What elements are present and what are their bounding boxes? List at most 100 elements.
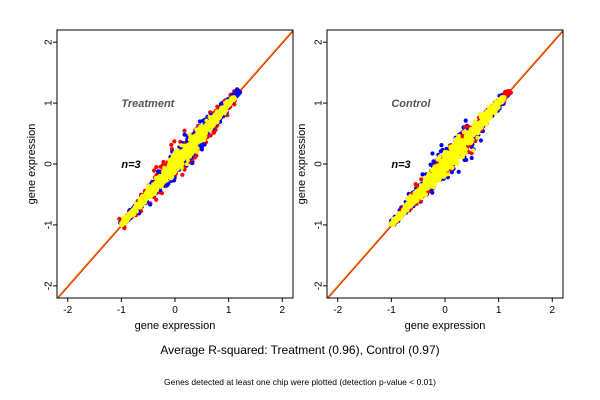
data-point-yellow [204,127,210,133]
x-tick-label: -2 [333,305,342,316]
data-point-blue [469,155,474,161]
data-point-yellow [461,130,466,135]
data-point-yellow [167,162,172,168]
data-point-yellow [459,142,464,147]
data-point-yellow [210,124,215,129]
y-tick-label: 2 [314,39,325,45]
data-point-red [192,155,197,160]
data-point-yellow [231,96,236,101]
data-point-blue [158,188,163,193]
data-point-yellow [119,221,124,226]
x-axis-label: gene expression [135,320,216,332]
data-point-red [152,168,157,173]
data-point-yellow [223,107,228,112]
y-tick-label: -1 [314,220,325,229]
data-point-yellow [177,161,182,166]
data-point-yellow [469,128,474,133]
data-point-yellow [192,141,197,146]
data-point-blue [190,160,195,166]
data-point-yellow [179,143,184,148]
data-point-blue [463,118,468,123]
data-point-red [505,92,510,97]
data-point-yellow [475,123,480,128]
data-point-yellow [445,172,450,177]
data-point-yellow [154,179,159,185]
data-point-yellow [476,130,481,136]
x-tick-label: 0 [172,305,178,316]
data-point-yellow [171,166,176,171]
data-point-yellow [460,138,465,143]
data-point-yellow [184,162,189,167]
data-point-yellow [454,143,459,148]
data-point-yellow [188,151,193,156]
data-point-yellow [455,159,460,164]
data-point-yellow [191,148,196,153]
data-point-yellow [450,165,455,170]
points-group [388,89,513,228]
y-tick-label: -1 [44,220,55,229]
data-point-yellow [444,161,449,167]
data-point-yellow [430,180,435,185]
x-tick-label: 2 [549,305,555,316]
data-point-yellow [218,110,223,115]
data-point-yellow [171,158,177,163]
data-point-yellow [199,133,204,139]
data-point-yellow [459,147,464,153]
data-point-yellow [207,123,212,128]
data-point-yellow [215,119,220,124]
data-point-yellow [148,184,153,190]
data-point-yellow [434,177,439,182]
data-point-red [211,130,217,135]
y-tick-label: -2 [314,281,325,290]
x-tick-label: -1 [387,305,396,316]
data-point-blue [156,169,161,174]
data-point-yellow [455,148,460,154]
data-point-yellow [223,102,228,107]
data-point-blue [430,151,435,156]
data-point-yellow [391,221,396,226]
data-point-yellow [200,128,205,133]
y-tick-label: 0 [314,161,325,167]
data-point-red [169,142,174,147]
data-point-yellow [475,127,480,132]
data-point-yellow [185,158,190,163]
data-point-yellow [124,217,130,222]
data-point-red [463,124,468,130]
x-tick-label: -2 [63,305,72,316]
data-point-yellow [480,112,485,117]
data-point-yellow [176,153,181,158]
data-point-yellow [401,209,406,214]
data-point-yellow [490,105,495,110]
x-tick-label: -1 [117,305,126,316]
data-point-yellow [162,165,167,170]
data-point-yellow [393,215,398,220]
x-tick-label: 1 [496,305,502,316]
data-point-yellow [213,115,218,120]
data-point-yellow [406,205,411,210]
data-point-yellow [453,153,458,158]
x-tick-label: 2 [279,305,285,316]
data-point-yellow [435,157,440,162]
data-point-blue [456,169,461,174]
data-point-yellow [150,192,155,197]
data-point-yellow [486,113,491,118]
data-point-yellow [456,133,461,138]
detection-footnote: Genes detected at least one chip were pl… [164,377,436,387]
data-point-yellow [435,171,440,176]
data-point-yellow [135,204,140,209]
y-tick-label: 0 [44,161,55,167]
data-point-yellow [162,175,167,180]
data-point-blue [197,119,202,124]
data-point-yellow [432,165,437,171]
data-point-yellow [425,176,431,181]
data-point-yellow [499,95,504,100]
data-point-yellow [471,148,476,153]
data-point-yellow [441,172,446,177]
data-point-yellow [488,108,493,113]
y-axis-label: gene expression [26,124,38,205]
data-point-yellow [437,174,442,179]
data-point-yellow [395,212,401,217]
data-point-red [172,139,177,144]
data-point-red [180,172,185,177]
